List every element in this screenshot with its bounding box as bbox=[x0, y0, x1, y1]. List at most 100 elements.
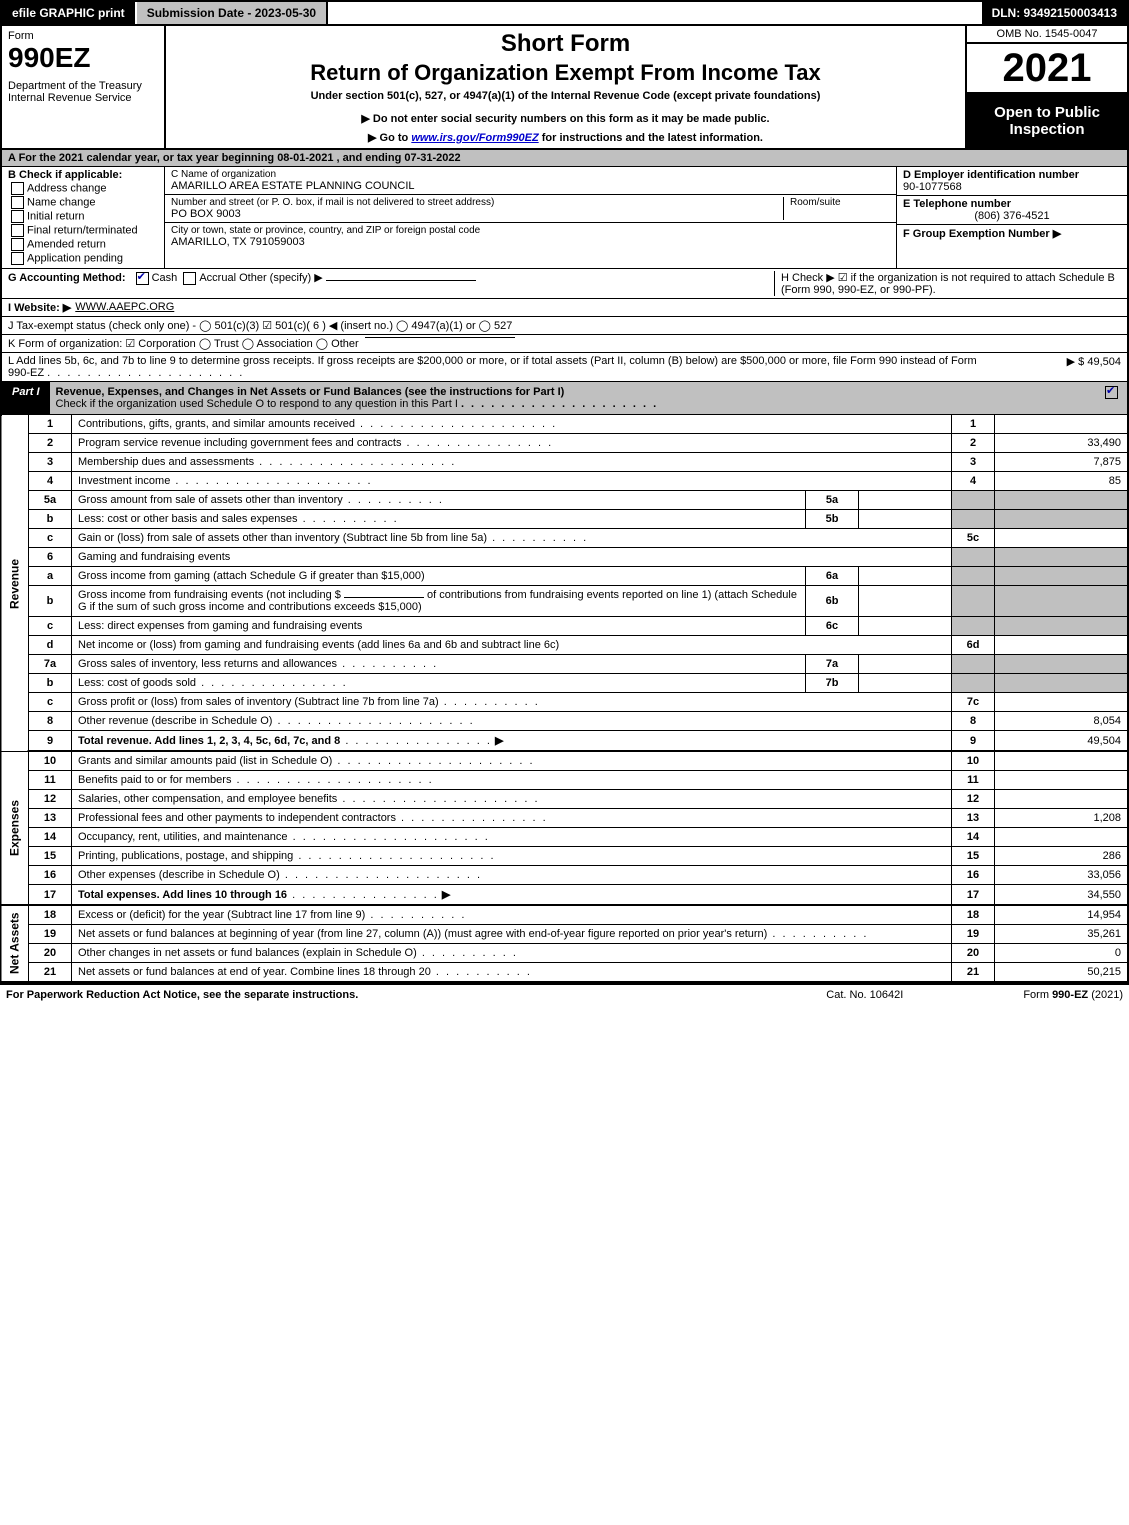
e-label: E Telephone number bbox=[903, 198, 1121, 210]
row-10: Expenses 10 Grants and similar amounts p… bbox=[1, 751, 1128, 771]
cb-accrual[interactable] bbox=[183, 272, 196, 285]
c-city-cell: City or town, state or province, country… bbox=[165, 223, 896, 250]
cb-schedule-o[interactable] bbox=[1105, 386, 1118, 399]
line-h: H Check ▶ ☑ if the organization is not r… bbox=[774, 271, 1121, 296]
row-15: 15 Printing, publications, postage, and … bbox=[1, 847, 1128, 866]
6b-amount-input[interactable] bbox=[344, 597, 424, 598]
return-title: Return of Organization Exempt From Incom… bbox=[176, 60, 955, 86]
row-7a: 7a Gross sales of inventory, less return… bbox=[1, 655, 1128, 674]
row-6a: a Gross income from gaming (attach Sched… bbox=[1, 567, 1128, 586]
page-footer: For Paperwork Reduction Act Notice, see … bbox=[0, 983, 1129, 1005]
line-i: I Website: ▶ WWW.AAEPC.ORG bbox=[0, 299, 1129, 317]
cb-application-pending[interactable]: Application pending bbox=[8, 252, 158, 265]
row-21: 21 Net assets or fund balances at end of… bbox=[1, 963, 1128, 983]
row-2: 2 Program service revenue including gove… bbox=[1, 434, 1128, 453]
goto-pre: ▶ Go to bbox=[368, 132, 411, 144]
k-text: K Form of organization: ☑ Corporation ◯ … bbox=[8, 337, 359, 350]
do-not-enter: ▶ Do not enter social security numbers o… bbox=[176, 112, 955, 125]
j-text: J Tax-exempt status (check only one) - ◯… bbox=[8, 319, 512, 332]
row-3: 3 Membership dues and assessments 3 7,87… bbox=[1, 453, 1128, 472]
e-phone-cell: E Telephone number (806) 376-4521 bbox=[897, 196, 1127, 225]
header-right: OMB No. 1545-0047 2021 Open to Public In… bbox=[967, 26, 1127, 148]
part-i-header: Part I Revenue, Expenses, and Changes in… bbox=[0, 382, 1129, 415]
dept-treasury: Department of the Treasury Internal Reve… bbox=[8, 80, 158, 104]
c-street-cell: Number and street (or P. O. box, if mail… bbox=[165, 195, 896, 223]
part-i-title: Revenue, Expenses, and Changes in Net As… bbox=[50, 382, 1096, 414]
tax-year: 2021 bbox=[967, 44, 1127, 94]
org-name: AMARILLO AREA ESTATE PLANNING COUNCIL bbox=[171, 180, 890, 192]
row-7c: c Gross profit or (loss) from sales of i… bbox=[1, 693, 1128, 712]
goto-line: ▶ Go to www.irs.gov/Form990EZ for instru… bbox=[176, 131, 955, 144]
part-i-checkbox-cell bbox=[1096, 382, 1127, 414]
col-b-checkboxes: B Check if applicable: Address change Na… bbox=[2, 167, 165, 268]
row-6d: d Net income or (loss) from gaming and f… bbox=[1, 636, 1128, 655]
part-i-dots bbox=[461, 398, 658, 410]
topbar: efile GRAPHIC print Submission Date - 20… bbox=[0, 0, 1129, 26]
line-k: K Form of organization: ☑ Corporation ◯ … bbox=[0, 335, 1129, 353]
short-form-title: Short Form bbox=[176, 30, 955, 58]
row-13: 13 Professional fees and other payments … bbox=[1, 809, 1128, 828]
submission-date: Submission Date - 2023-05-30 bbox=[137, 2, 328, 24]
dln-label: DLN: 93492150003413 bbox=[982, 2, 1127, 24]
row-1: Revenue 1 Contributions, gifts, grants, … bbox=[1, 415, 1128, 434]
revenue-tab: Revenue bbox=[1, 415, 29, 751]
k-other-input[interactable] bbox=[365, 337, 515, 338]
row-11: 11 Benefits paid to or for members 11 bbox=[1, 771, 1128, 790]
g-other-input[interactable] bbox=[326, 280, 476, 281]
row-6b: b Gross income from fundraising events (… bbox=[1, 586, 1128, 617]
cb-address-change[interactable]: Address change bbox=[8, 182, 158, 195]
f-label: F Group Exemption Number ▶ bbox=[903, 227, 1121, 240]
org-city: AMARILLO, TX 791059003 bbox=[171, 236, 890, 248]
ein-value: 90-1077568 bbox=[903, 181, 1121, 193]
part-i-table: Revenue 1 Contributions, gifts, grants, … bbox=[0, 415, 1129, 983]
g-label: G Accounting Method: bbox=[8, 272, 126, 284]
header-center: Short Form Return of Organization Exempt… bbox=[166, 26, 967, 148]
c-street-label: Number and street (or P. O. box, if mail… bbox=[171, 197, 783, 208]
topbar-spacer bbox=[328, 2, 981, 24]
row-19: 19 Net assets or fund balances at beginn… bbox=[1, 925, 1128, 944]
cb-final-return[interactable]: Final return/terminated bbox=[8, 224, 158, 237]
b-title: B Check if applicable: bbox=[8, 169, 158, 181]
open-to-public: Open to Public Inspection bbox=[967, 94, 1127, 148]
row-7b: b Less: cost of goods sold 7b bbox=[1, 674, 1128, 693]
row-6: 6 Gaming and fundraising events bbox=[1, 548, 1128, 567]
row-12: 12 Salaries, other compensation, and emp… bbox=[1, 790, 1128, 809]
goto-post: for instructions and the latest informat… bbox=[539, 132, 763, 144]
row-16: 16 Other expenses (describe in Schedule … bbox=[1, 866, 1128, 885]
cb-cash[interactable] bbox=[136, 272, 149, 285]
row-8: 8 Other revenue (describe in Schedule O)… bbox=[1, 712, 1128, 731]
d-ein-cell: D Employer identification number 90-1077… bbox=[897, 167, 1127, 196]
c-name-cell: C Name of organization AMARILLO AREA EST… bbox=[165, 167, 896, 195]
row-5b: b Less: cost or other basis and sales ex… bbox=[1, 510, 1128, 529]
d-label: D Employer identification number bbox=[903, 169, 1121, 181]
cat-no: Cat. No. 10642I bbox=[826, 989, 903, 1001]
l-amount: ▶ $ 49,504 bbox=[1001, 355, 1121, 368]
form-footer: Form 990-EZ (2021) bbox=[1023, 989, 1123, 1001]
col-c: C Name of organization AMARILLO AREA EST… bbox=[165, 167, 897, 268]
row-6c: c Less: direct expenses from gaming and … bbox=[1, 617, 1128, 636]
cb-name-change[interactable]: Name change bbox=[8, 196, 158, 209]
row-20: 20 Other changes in net assets or fund b… bbox=[1, 944, 1128, 963]
row-17: 17 Total expenses. Add lines 10 through … bbox=[1, 885, 1128, 906]
line-j: J Tax-exempt status (check only one) - ◯… bbox=[0, 317, 1129, 335]
net-assets-tab: Net Assets bbox=[1, 905, 29, 982]
efile-print-button[interactable]: efile GRAPHIC print bbox=[2, 2, 137, 24]
row-14: 14 Occupancy, rent, utilities, and maint… bbox=[1, 828, 1128, 847]
section-bcdef: B Check if applicable: Address change Na… bbox=[0, 167, 1129, 269]
row-4: 4 Investment income 4 85 bbox=[1, 472, 1128, 491]
part-i-check: Check if the organization used Schedule … bbox=[56, 398, 458, 410]
irs-link[interactable]: www.irs.gov/Form990EZ bbox=[411, 132, 538, 144]
l-dots bbox=[47, 367, 244, 379]
cb-initial-return[interactable]: Initial return bbox=[8, 210, 158, 223]
form-word: Form bbox=[8, 30, 158, 42]
cb-amended-return[interactable]: Amended return bbox=[8, 238, 158, 251]
website-value[interactable]: WWW.AAEPC.ORG bbox=[75, 301, 174, 313]
row-5c: c Gain or (loss) from sale of assets oth… bbox=[1, 529, 1128, 548]
header-left: Form 990EZ Department of the Treasury In… bbox=[2, 26, 166, 148]
form-header: Form 990EZ Department of the Treasury In… bbox=[0, 26, 1129, 150]
paperwork-notice: For Paperwork Reduction Act Notice, see … bbox=[6, 989, 826, 1001]
row-9: 9 Total revenue. Add lines 1, 2, 3, 4, 5… bbox=[1, 731, 1128, 752]
g-other: Other (specify) ▶ bbox=[239, 272, 323, 284]
row-5a: 5a Gross amount from sale of assets othe… bbox=[1, 491, 1128, 510]
part-i-tab: Part I bbox=[2, 382, 50, 414]
